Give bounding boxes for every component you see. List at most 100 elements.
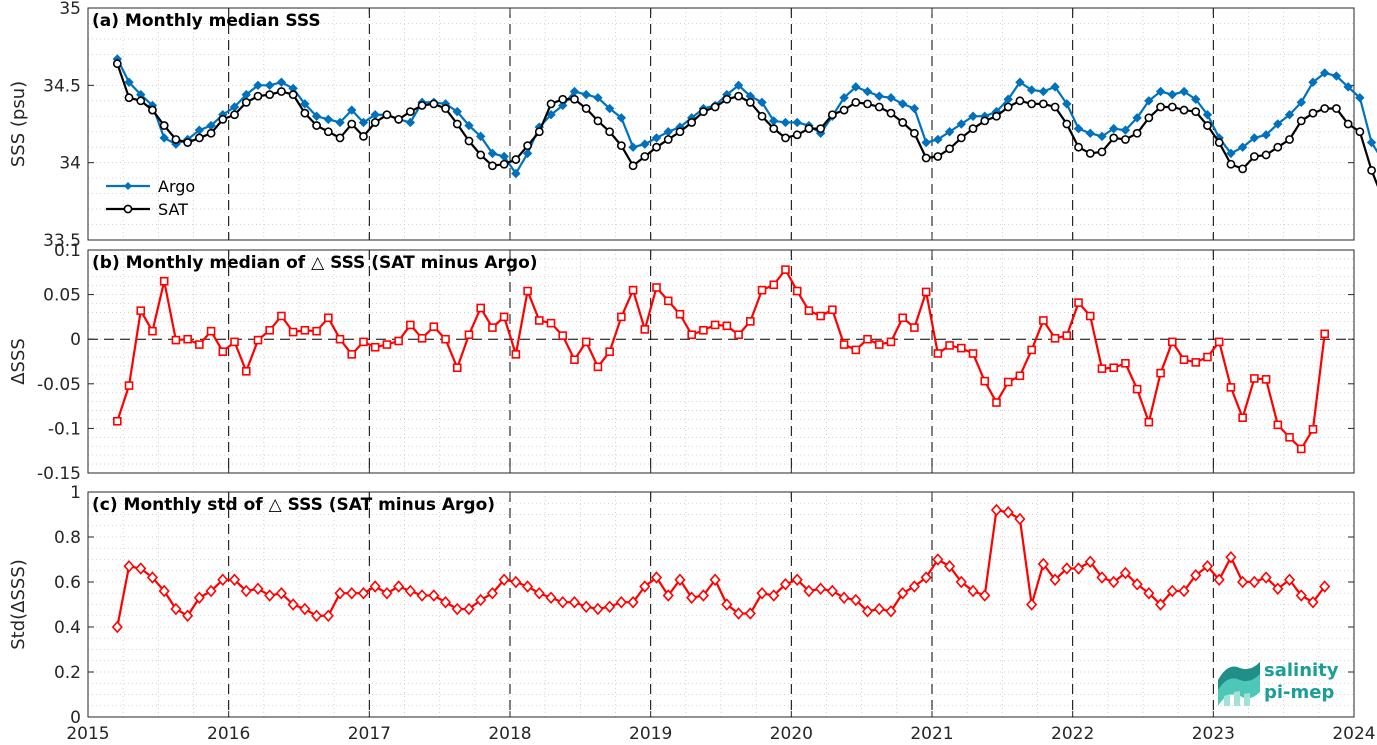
y-tick-label: 34: [59, 154, 81, 174]
data-point: [628, 161, 638, 171]
data-point: [335, 133, 345, 143]
data-point: [1238, 164, 1248, 174]
data-point: [909, 103, 920, 114]
data-point: [113, 416, 122, 426]
data-point: [1319, 68, 1330, 78]
data-point: [1261, 375, 1271, 384]
y-axis-label: SSS (psu): [8, 81, 29, 167]
data-point: [968, 349, 978, 358]
data-point: [1144, 113, 1154, 123]
data-point: [533, 587, 545, 600]
data-point: [699, 325, 708, 335]
data-point: [475, 131, 486, 142]
data-point: [1085, 311, 1095, 321]
data-point: [1296, 444, 1306, 454]
data-point: [1260, 571, 1272, 584]
data-point: [1179, 105, 1189, 115]
data-point: [568, 596, 581, 609]
y-tick-label: 0.8: [54, 528, 81, 548]
data-point: [1178, 584, 1190, 598]
data-point: [792, 286, 802, 296]
data-point: [464, 330, 474, 340]
data-point: [1168, 337, 1177, 347]
panel-title: (a) Monthly median SSS: [92, 11, 321, 31]
data-point: [1283, 573, 1296, 586]
data-point: [1166, 584, 1178, 598]
data-point: [1366, 137, 1377, 148]
data-point: [815, 582, 827, 595]
data-point: [546, 110, 556, 120]
data-point: [1108, 575, 1120, 589]
data-point: [1285, 135, 1294, 144]
data-point: [605, 347, 614, 356]
data-point: [816, 124, 826, 134]
data-point: [1203, 121, 1212, 130]
data-point: [511, 155, 521, 164]
data-point: [1226, 148, 1236, 159]
data-point: [1132, 384, 1142, 394]
data-point: [171, 135, 181, 144]
data-point: [1109, 133, 1119, 143]
axes-frame: [87, 491, 1355, 718]
data-point: [897, 587, 909, 600]
data-point: [627, 596, 639, 609]
data-point: [369, 580, 381, 593]
data-point: [228, 573, 241, 586]
data-point: [1038, 99, 1048, 109]
data-point: [1238, 413, 1247, 422]
data-point: [218, 347, 228, 356]
x-tick-label: 2024: [1332, 724, 1375, 744]
data-point: [429, 322, 439, 332]
data-point: [206, 128, 216, 138]
data-point: [148, 326, 157, 336]
data-point: [851, 82, 861, 92]
data-point: [230, 110, 239, 120]
data-point: [1261, 150, 1271, 160]
data-point: [838, 591, 850, 604]
data-point: [135, 562, 147, 575]
data-point: [722, 321, 732, 331]
data-point: [148, 105, 157, 115]
axes-frame: [87, 249, 1355, 474]
x-tick-label: 2021: [910, 724, 953, 744]
data-point: [382, 110, 392, 120]
data-point: [1026, 85, 1037, 95]
data-point: [956, 133, 966, 143]
data-point: [1120, 125, 1131, 135]
data-point: [194, 133, 204, 143]
data-point: [381, 587, 393, 600]
data-point: [546, 318, 556, 328]
y-tick-label: -0.05: [37, 375, 81, 395]
data-point: [441, 104, 450, 113]
x-tick-label: 2016: [207, 724, 250, 744]
data-point: [451, 602, 463, 616]
x-tick-label: 2018: [488, 724, 531, 744]
data-point: [1202, 110, 1213, 120]
panel-c: 0 0.2 0.4 0.6 0.8 1 2015 2016 2017 2018 2019 2020 20…: [8, 483, 1376, 744]
data-point: [1015, 371, 1025, 381]
data-point: [1367, 165, 1376, 175]
data-point: [170, 602, 182, 616]
data-point: [769, 280, 779, 290]
data-point: [628, 142, 638, 152]
panel-b: -0.15 -0.1 -0.05 0 0.05 0.1 ΔSSS (b) Monthly me…: [8, 241, 1355, 484]
data-point: [628, 285, 638, 295]
data-point: [955, 575, 967, 589]
data-point: [417, 334, 427, 343]
data-point: [804, 306, 814, 315]
data-point: [1121, 358, 1130, 368]
data-point: [1156, 368, 1165, 378]
data-point: [252, 582, 264, 595]
data-point: [124, 77, 134, 87]
data-point: [264, 80, 275, 91]
y-tick-label: 34.5: [43, 76, 81, 96]
data-point: [1295, 589, 1307, 602]
data-point: [1155, 598, 1167, 611]
y-tick-label: 33.5: [43, 231, 81, 251]
data-point: [803, 584, 815, 598]
data-point: [910, 323, 919, 332]
data-point: [557, 596, 569, 609]
data-point: [428, 589, 440, 602]
data-point: [1155, 86, 1166, 97]
data-point: [347, 105, 357, 115]
